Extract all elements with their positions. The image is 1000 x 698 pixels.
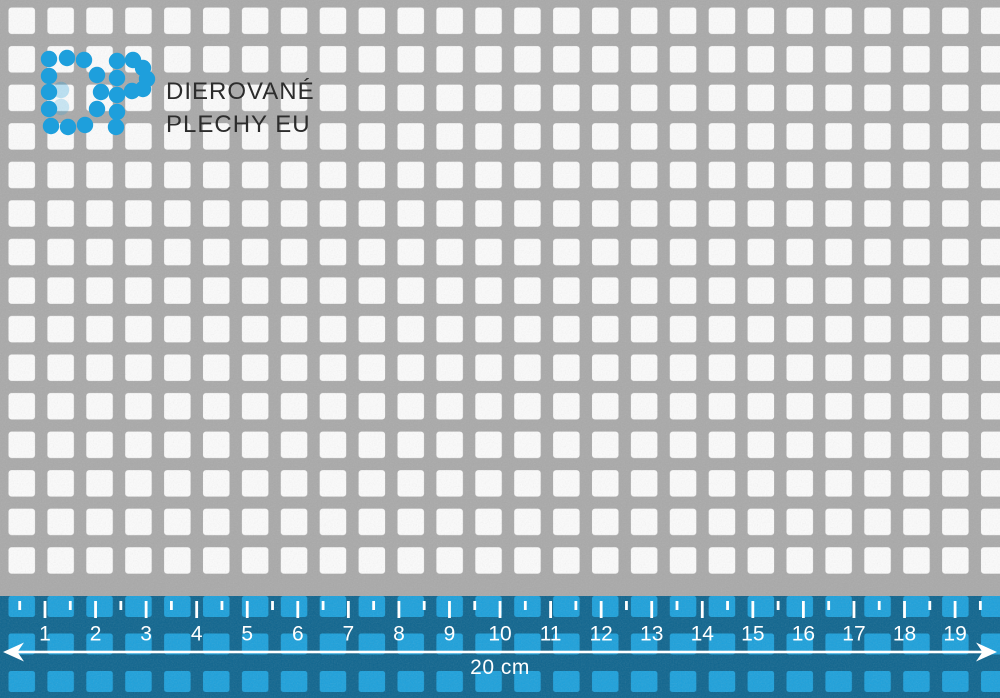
ruler-total-label: 20 cm bbox=[470, 656, 530, 679]
brand-name-line2: PLECHY EU bbox=[166, 111, 311, 138]
brand-name-line1: DIEROVANÉ bbox=[166, 78, 315, 105]
